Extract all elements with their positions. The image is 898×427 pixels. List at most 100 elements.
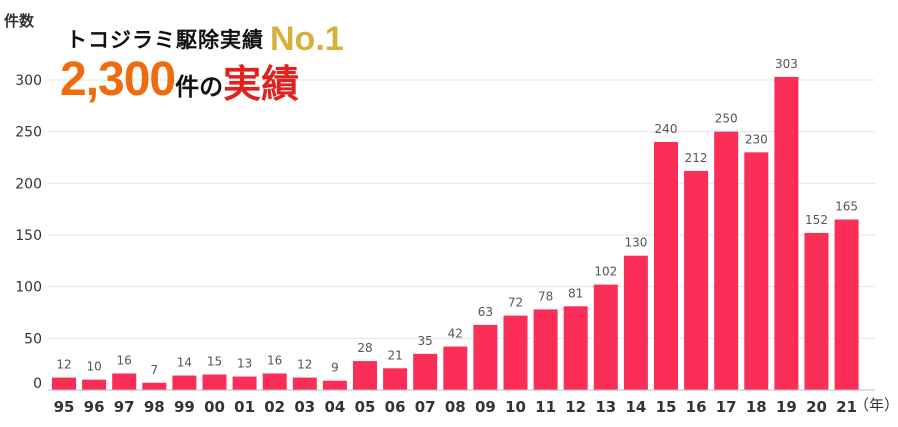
y-tick-labels-group: 0 50 100 150 200 250 300 bbox=[15, 73, 42, 392]
bar-value-label: 12 bbox=[297, 358, 312, 372]
bar bbox=[804, 232, 829, 390]
bar bbox=[563, 306, 588, 390]
x-tick-label: 12 bbox=[565, 398, 586, 416]
bar bbox=[623, 255, 648, 390]
x-tick-labels-group: 95 96 97 98 99 00 01 02 03 04 05 06 07 08 09 10 11 12 13 14… bbox=[54, 398, 857, 416]
x-tick-label: 01 bbox=[234, 398, 255, 416]
x-tick-label: 09 bbox=[475, 398, 496, 416]
bar bbox=[533, 309, 558, 390]
bar-value-label: 63 bbox=[478, 305, 493, 319]
headline-title: トコジラミ駆除実績 No.1 bbox=[66, 20, 344, 59]
y-tick-label: 50 bbox=[24, 331, 42, 347]
bar bbox=[714, 131, 739, 390]
y-tick-label: 200 bbox=[15, 176, 42, 192]
x-tick-label: 10 bbox=[505, 398, 526, 416]
x-tick-label: 08 bbox=[445, 398, 466, 416]
x-tick-label: 98 bbox=[144, 398, 165, 416]
x-tick-label: 16 bbox=[686, 398, 707, 416]
bar bbox=[834, 219, 859, 390]
bar bbox=[503, 315, 528, 390]
bar-value-label: 42 bbox=[448, 327, 463, 341]
bar bbox=[593, 284, 618, 390]
bar bbox=[52, 377, 76, 390]
bar bbox=[684, 170, 709, 390]
bar bbox=[443, 346, 468, 390]
bar bbox=[413, 353, 438, 390]
bar bbox=[353, 361, 377, 390]
bar-value-label: 28 bbox=[357, 341, 372, 355]
x-tick-label: 18 bbox=[746, 398, 767, 416]
bar bbox=[473, 324, 498, 390]
bar-value-label: 78 bbox=[538, 289, 553, 303]
bar-value-label: 102 bbox=[594, 265, 617, 279]
bar bbox=[774, 76, 799, 391]
x-tick-label: 14 bbox=[625, 398, 646, 416]
record-label: 実績 bbox=[223, 62, 300, 106]
headline-title-text: トコジラミ駆除実績 bbox=[66, 28, 264, 52]
record-count: 2,300 bbox=[60, 53, 176, 106]
bar-value-label: 165 bbox=[835, 200, 858, 214]
bar-value-label: 230 bbox=[745, 132, 768, 146]
x-tick-label: 97 bbox=[114, 398, 135, 416]
no1-badge: No.1 bbox=[270, 20, 344, 58]
x-tick-label: 04 bbox=[324, 398, 345, 416]
bar-value-label: 21 bbox=[387, 348, 402, 362]
y-tick-label: 150 bbox=[15, 228, 42, 244]
bar-value-label: 14 bbox=[177, 356, 192, 370]
y-tick-label: 300 bbox=[15, 73, 42, 89]
record-count-suffix: 件の bbox=[175, 73, 224, 101]
y-tick-label: 100 bbox=[15, 280, 42, 296]
bar-value-label: 15 bbox=[207, 355, 222, 369]
x-tick-label: 15 bbox=[656, 398, 677, 416]
bar bbox=[654, 142, 678, 390]
bar-value-label: 9 bbox=[331, 361, 339, 375]
x-tick-label: 02 bbox=[264, 398, 285, 416]
headline-record: 2,300件の実績 bbox=[60, 52, 299, 108]
bar bbox=[142, 382, 167, 390]
x-tick-label: 00 bbox=[204, 398, 225, 416]
bar bbox=[202, 374, 227, 390]
bar-value-label: 152 bbox=[805, 213, 828, 227]
x-tick-label: 99 bbox=[174, 398, 195, 416]
bar bbox=[82, 379, 107, 390]
x-tick-label: 19 bbox=[776, 398, 797, 416]
bar bbox=[262, 373, 287, 390]
x-tick-label: 95 bbox=[54, 398, 75, 416]
bar-value-label: 303 bbox=[775, 57, 798, 71]
bar bbox=[112, 373, 137, 390]
bar-value-label: 16 bbox=[117, 353, 132, 367]
bar-value-label: 12 bbox=[56, 358, 71, 372]
x-tick-label: 07 bbox=[415, 398, 436, 416]
bar bbox=[744, 152, 769, 390]
x-tick-label: 21 bbox=[836, 398, 857, 416]
bar-value-label: 130 bbox=[624, 236, 647, 250]
x-tick-label: 17 bbox=[716, 398, 737, 416]
x-axis-unit-label: （年） bbox=[854, 396, 898, 414]
bar-value-label: 16 bbox=[267, 353, 282, 367]
bars-group bbox=[52, 76, 859, 391]
bar bbox=[172, 375, 197, 390]
x-tick-label: 03 bbox=[294, 398, 315, 416]
bar bbox=[232, 376, 257, 390]
bar-value-label: 7 bbox=[150, 363, 158, 377]
bar-value-label: 72 bbox=[508, 296, 523, 310]
x-tick-label: 05 bbox=[355, 398, 376, 416]
x-tick-label: 06 bbox=[385, 398, 406, 416]
x-tick-label: 20 bbox=[806, 398, 827, 416]
x-tick-label: 11 bbox=[535, 398, 556, 416]
y-tick-label: 0 bbox=[33, 376, 42, 392]
bar-value-label: 35 bbox=[418, 334, 433, 348]
bar-value-label: 13 bbox=[237, 357, 252, 371]
bar-value-label: 250 bbox=[715, 112, 738, 126]
y-tick-label: 250 bbox=[15, 125, 42, 141]
bar-value-label: 240 bbox=[655, 122, 678, 136]
bar bbox=[383, 368, 408, 390]
value-labels-group: 12 10 16 7 14 15 13 16 12 9 28 21 35 42 63 72 78 81 102 130… bbox=[56, 57, 858, 377]
bar-value-label: 10 bbox=[86, 360, 101, 374]
x-tick-label: 13 bbox=[595, 398, 616, 416]
bar bbox=[322, 380, 347, 390]
bar-value-label: 81 bbox=[568, 286, 583, 300]
bar bbox=[292, 377, 317, 390]
x-tick-label: 96 bbox=[84, 398, 105, 416]
